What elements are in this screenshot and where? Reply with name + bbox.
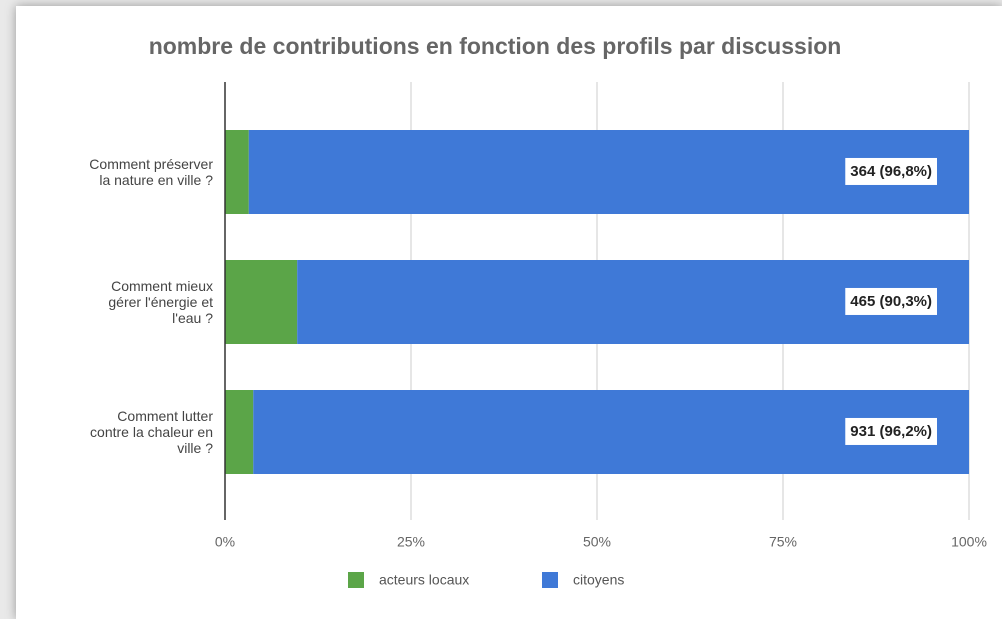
y-tick-label: Comment préserver la nature en ville ?	[89, 156, 213, 188]
bar-segment	[225, 130, 249, 214]
data-label: 465 (90,3%)	[850, 293, 932, 310]
legend-swatch	[348, 572, 364, 588]
x-tick-label: 50%	[583, 534, 611, 550]
data-label-bg	[845, 157, 938, 185]
x-tick-label: 75%	[769, 534, 797, 550]
legend-label: citoyens	[573, 572, 624, 588]
y-tick-label: Comment lutter contre la chaleur en vill…	[90, 408, 213, 456]
x-tick-label: 100%	[951, 534, 987, 550]
x-tick-label: 0%	[215, 534, 235, 550]
legend-swatch	[542, 572, 558, 588]
data-label: 931 (96,2%)	[850, 423, 932, 440]
data-label-bg	[845, 287, 938, 315]
data-label: 364 (96,8%)	[850, 163, 932, 180]
y-tick-label: Comment mieux gérer l'énergie et l'eau ?	[108, 278, 213, 326]
chart-title: nombre de contributions en fonction des …	[149, 33, 842, 59]
legend-label: acteurs locaux	[379, 572, 469, 588]
bar-segment	[225, 390, 254, 474]
bar-segment	[225, 260, 298, 344]
data-label-bg	[845, 417, 938, 445]
x-tick-label: 25%	[397, 534, 425, 550]
